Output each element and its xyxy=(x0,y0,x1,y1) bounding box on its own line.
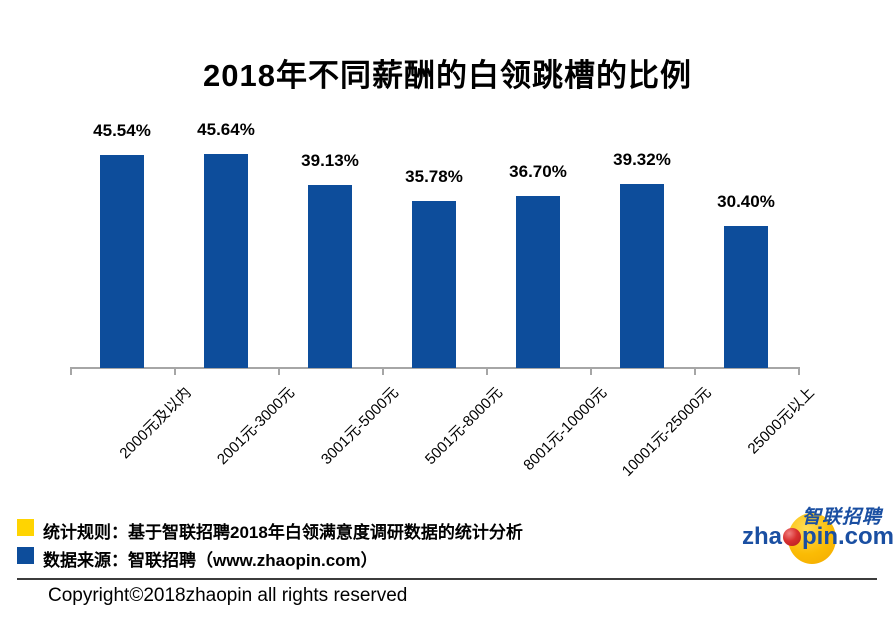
bar xyxy=(412,201,456,368)
bar-value-label: 36.70% xyxy=(509,162,567,181)
x-axis-tick xyxy=(278,367,280,375)
bar-value-label: 39.13% xyxy=(301,151,359,170)
x-axis-tick xyxy=(798,367,800,375)
logo-red-dot-icon xyxy=(783,528,802,546)
legend-swatch-statistics-rule xyxy=(17,519,34,536)
logo-domain-text: zha pin.com xyxy=(742,523,894,551)
x-axis-tick xyxy=(486,367,488,375)
logo-chinese-text: 智联招聘 xyxy=(801,507,882,528)
x-axis-tick xyxy=(694,367,696,375)
bar xyxy=(308,185,352,368)
legend-label-statistics-rule: 统计规则：基于智联招聘2018年白领满意度调研数据的统计分析 xyxy=(43,523,523,542)
bar xyxy=(100,155,144,368)
logo-domain-prefix: zha xyxy=(742,523,783,550)
footer-divider xyxy=(17,578,877,580)
bar-value-label: 35.78% xyxy=(405,167,463,186)
x-axis-tick xyxy=(70,367,72,375)
bar-value-label: 45.54% xyxy=(93,121,151,140)
bar xyxy=(724,226,768,368)
chart-title: 2018年不同薪酬的白领跳槽的比例 xyxy=(203,58,692,93)
x-axis-tick xyxy=(382,367,384,375)
copyright-text: Copyright©2018zhaopin all rights reserve… xyxy=(48,585,408,606)
x-axis-label: 3001元-5000元 xyxy=(318,384,403,469)
x-axis-label: 10001元-25000元 xyxy=(618,384,715,480)
legend-label-data-source: 数据来源：智联招聘（www.zhaopin.com） xyxy=(43,551,378,570)
x-axis-label: 2001元-3000元 xyxy=(214,384,299,469)
bar-value-label: 39.32% xyxy=(613,150,671,169)
legend-swatch-data-source xyxy=(17,547,34,564)
x-axis-label: 2000元及以内 xyxy=(116,384,195,463)
bar-value-label: 45.64% xyxy=(197,120,255,139)
x-axis-line xyxy=(70,367,800,369)
zhaopin-logo: 智联招聘 zha pin.com xyxy=(742,498,894,572)
bar xyxy=(516,196,560,368)
logo-domain-suffix: pin.com xyxy=(802,523,895,550)
x-axis-label: 5001元-8000元 xyxy=(422,384,507,469)
x-axis-label: 8001元-10000元 xyxy=(520,384,611,474)
x-axis-tick xyxy=(590,367,592,375)
bar xyxy=(204,154,248,368)
bar-value-label: 30.40% xyxy=(717,192,775,211)
bar xyxy=(620,184,664,368)
x-axis-label: 25000元以上 xyxy=(744,384,819,458)
x-axis-tick xyxy=(174,367,176,375)
